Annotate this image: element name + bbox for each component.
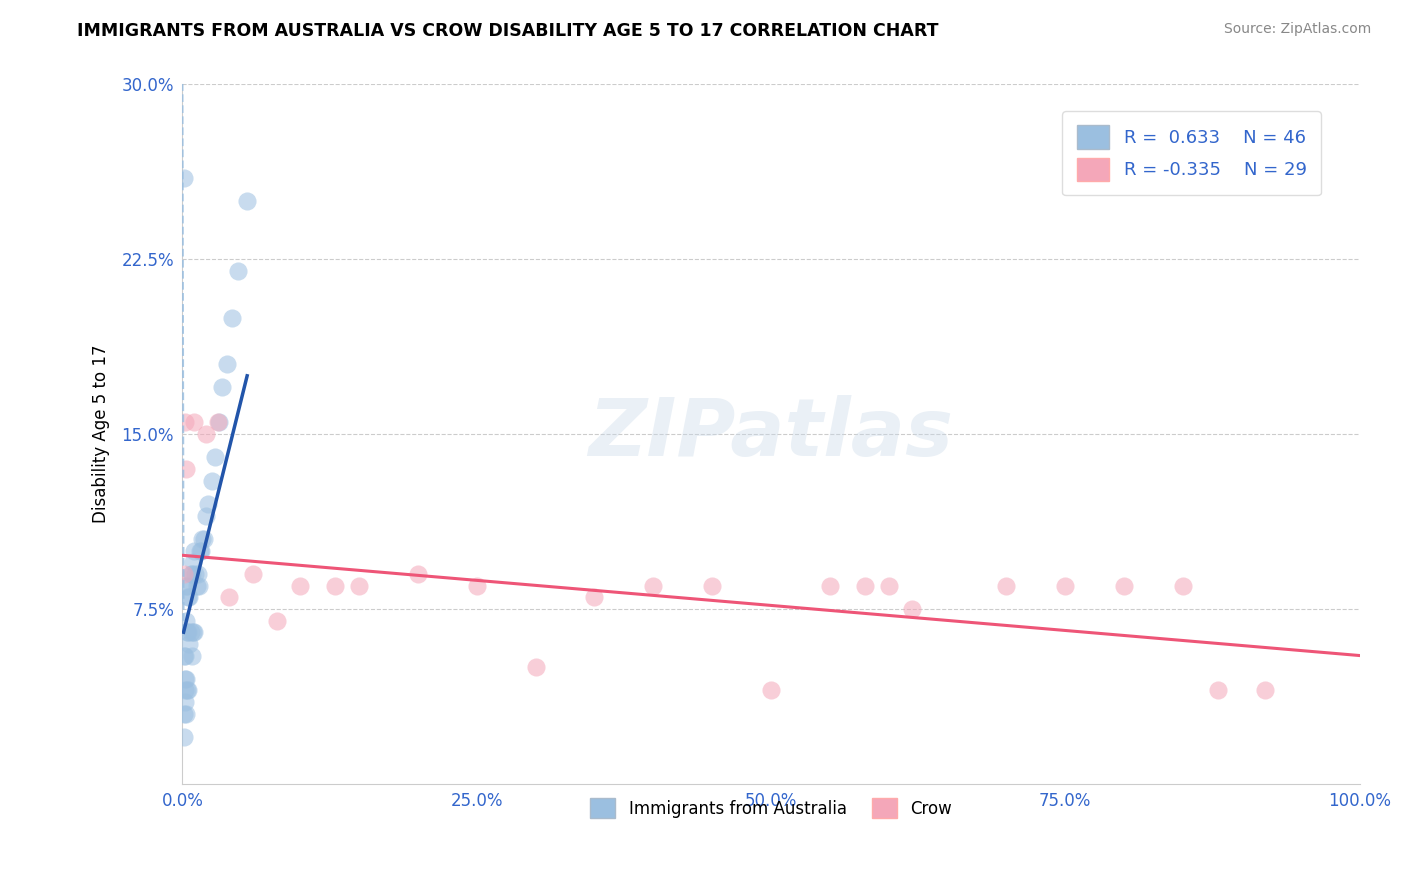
Point [183,625,205,640]
Point [194,508,217,523]
Point [173,730,195,744]
Point [184,566,207,581]
Point [191,532,214,546]
Point [179,637,201,651]
Point [208,416,231,430]
Point [180,566,202,581]
Point [288,579,311,593]
Point [173,706,195,721]
Text: Source: ZipAtlas.com: Source: ZipAtlas.com [1223,22,1371,37]
Point [995,579,1018,593]
Point [877,579,900,593]
Point [266,614,288,628]
Point [221,310,243,325]
Point [236,194,259,208]
Point [190,543,212,558]
Point [173,695,195,709]
Point [188,543,211,558]
Point [207,416,229,430]
Point [181,625,204,640]
Point [186,579,208,593]
Point [406,566,429,581]
Point [173,648,195,663]
Y-axis label: Disability Age 5 to 17: Disability Age 5 to 17 [93,345,110,524]
Point [173,566,195,581]
Legend: Immigrants from Australia, Crow: Immigrants from Australia, Crow [583,792,959,824]
Point [818,579,841,593]
Point [187,566,209,581]
Point [173,683,195,698]
Point [193,532,215,546]
Point [174,579,197,593]
Point [242,566,264,581]
Point [173,648,195,663]
Point [1054,579,1077,593]
Point [201,474,224,488]
Point [759,683,782,698]
Point [177,683,200,698]
Point [1206,683,1229,698]
Point [180,566,202,581]
Point [583,591,606,605]
Point [197,497,219,511]
Point [194,427,217,442]
Point [204,450,226,465]
Point [177,625,200,640]
Point [700,579,723,593]
Point [524,660,547,674]
Text: IMMIGRANTS FROM AUSTRALIA VS CROW DISABILITY AGE 5 TO 17 CORRELATION CHART: IMMIGRANTS FROM AUSTRALIA VS CROW DISABI… [77,22,939,40]
Point [176,625,198,640]
Point [853,579,876,593]
Point [181,555,204,569]
Text: ZIPatlas: ZIPatlas [589,395,953,473]
Point [174,706,197,721]
Point [173,170,195,185]
Point [211,380,233,394]
Point [226,264,249,278]
Point [176,579,198,593]
Point [347,579,370,593]
Point [174,614,197,628]
Point [183,543,205,558]
Point [218,591,240,605]
Point [1254,683,1277,698]
Point [217,357,239,371]
Point [180,648,202,663]
Point [174,462,197,476]
Point [179,591,201,605]
Point [177,591,200,605]
Point [187,579,209,593]
Point [325,579,347,593]
Point [183,416,205,430]
Point [901,602,924,616]
Point [465,579,488,593]
Point [173,416,195,430]
Point [173,672,195,686]
Point [1112,579,1135,593]
Point [1171,579,1194,593]
Point [180,625,202,640]
Point [176,683,198,698]
Point [643,579,665,593]
Point [174,672,197,686]
